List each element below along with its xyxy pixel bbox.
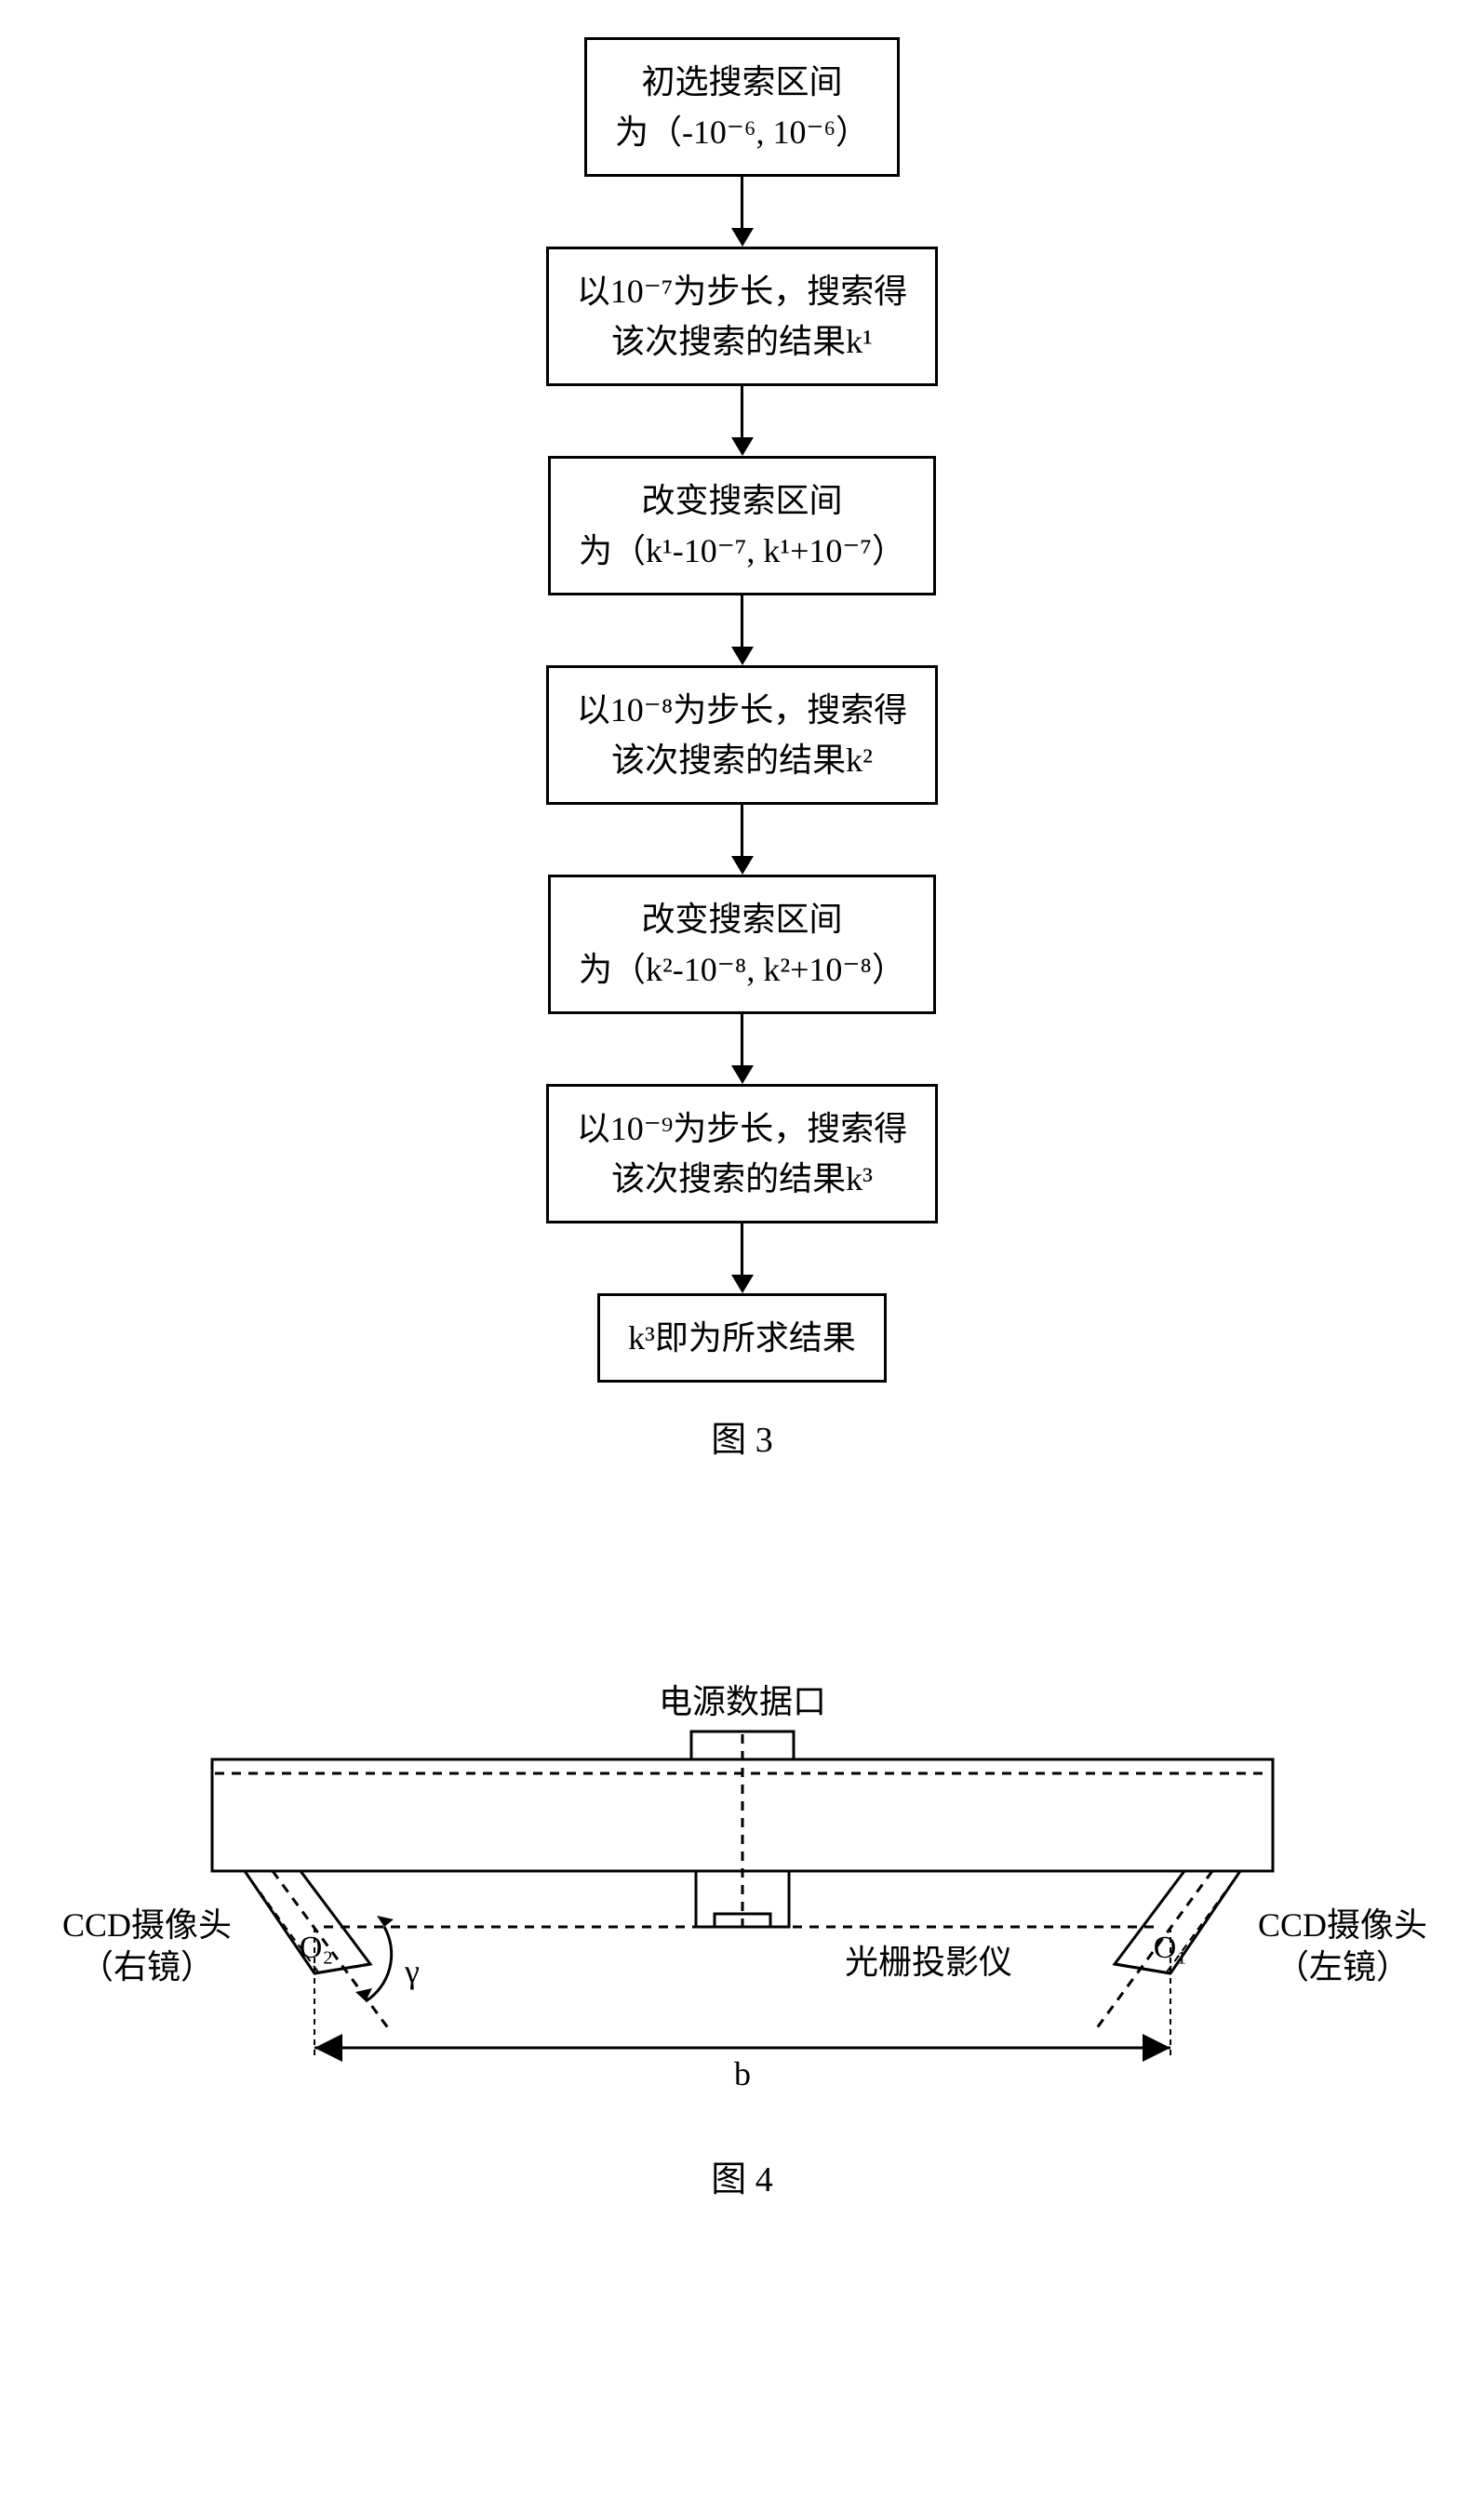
arrow-head-icon [731,1065,754,1084]
arrow-line [741,177,743,228]
flow-arrow-1 [731,177,754,247]
flow-box-5: 改变搜索区间 为（k²-10⁻⁸, k²+10⁻⁸） [548,875,936,1014]
figure4-label: 图 4 [711,2150,773,2201]
arrow-line [741,1014,743,1065]
flow-arrow-6 [731,1223,754,1293]
flow-box-2-line1: 以10⁻⁷为步长，搜索得 [577,266,908,316]
flow-box-6-line2: 该次搜索的结果k³ [577,1154,908,1204]
power-port-label: 电源数据口 [658,1683,825,1720]
arrow-head-icon [731,228,754,247]
arrow-line [741,805,743,856]
flow-box-1: 初选搜索区间 为（-10⁻⁶, 10⁻⁶） [584,37,900,177]
page-container: 初选搜索区间 为（-10⁻⁶, 10⁻⁶） 以10⁻⁷为步长，搜索得 该次搜索的… [0,0,1484,2239]
o2-label: O₂ [299,1931,332,1965]
flowchart-fig3: 初选搜索区间 为（-10⁻⁶, 10⁻⁶） 以10⁻⁷为步长，搜索得 该次搜索的… [546,37,939,1462]
flow-arrow-4 [731,805,754,875]
flow-box-3: 改变搜索区间 为（k¹-10⁻⁷, k¹+10⁻⁷） [548,456,936,595]
flow-box-7-line1: k³即为所求结果 [628,1313,856,1363]
optical-diagram-svg: 电源数据口 [45,1657,1440,2122]
angle-arrow-1 [377,1916,394,1927]
flow-arrow-3 [731,595,754,665]
diagram-fig4: 电源数据口 [45,1657,1440,2201]
left-cam-label-bottom: （左镜） [1275,1948,1409,1985]
flow-box-1-line1: 初选搜索区间 [615,57,869,107]
projector-label: 光栅投影仪 [844,1944,1011,1981]
flow-box-7: k³即为所求结果 [597,1293,887,1383]
arrow-line [741,595,743,647]
flow-box-6-line1: 以10⁻⁹为步长，搜索得 [577,1103,908,1154]
gamma-label: γ [404,1953,420,1990]
right-cam-label-bottom: （右镜） [79,1948,213,1985]
left-cam-label-top: CCD摄像头 [1257,1906,1426,1944]
flow-box-6: 以10⁻⁹为步长，搜索得 该次搜索的结果k³ [546,1084,939,1223]
b-label: b [734,2055,751,2092]
flow-box-4-line1: 以10⁻⁸为步长，搜索得 [577,685,908,735]
arrow-head-icon [731,856,754,875]
flow-box-3-line2: 为（k¹-10⁻⁷, k¹+10⁻⁷） [579,526,905,576]
flow-box-1-line2: 为（-10⁻⁶, 10⁻⁶） [615,107,869,157]
flow-box-4: 以10⁻⁸为步长，搜索得 该次搜索的结果k² [546,665,939,805]
arrow-head-icon [731,647,754,665]
flow-arrow-5 [731,1014,754,1084]
flow-box-5-line1: 改变搜索区间 [579,894,905,944]
arrow-head-icon [731,437,754,456]
flow-box-5-line2: 为（k²-10⁻⁸, k²+10⁻⁸） [579,944,905,995]
flow-arrow-2 [731,386,754,456]
figure3-label: 图 3 [711,1410,773,1462]
flow-box-2: 以10⁻⁷为步长，搜索得 该次搜索的结果k¹ [546,247,939,386]
arrow-line [741,1223,743,1275]
flow-box-4-line2: 该次搜索的结果k² [577,735,908,785]
arrow-head-icon [731,1275,754,1293]
flow-box-3-line1: 改变搜索区间 [579,475,905,526]
flow-box-2-line2: 该次搜索的结果k¹ [577,316,908,367]
arrow-line [741,386,743,437]
right-cam-label-top: CCD摄像头 [61,1906,231,1944]
